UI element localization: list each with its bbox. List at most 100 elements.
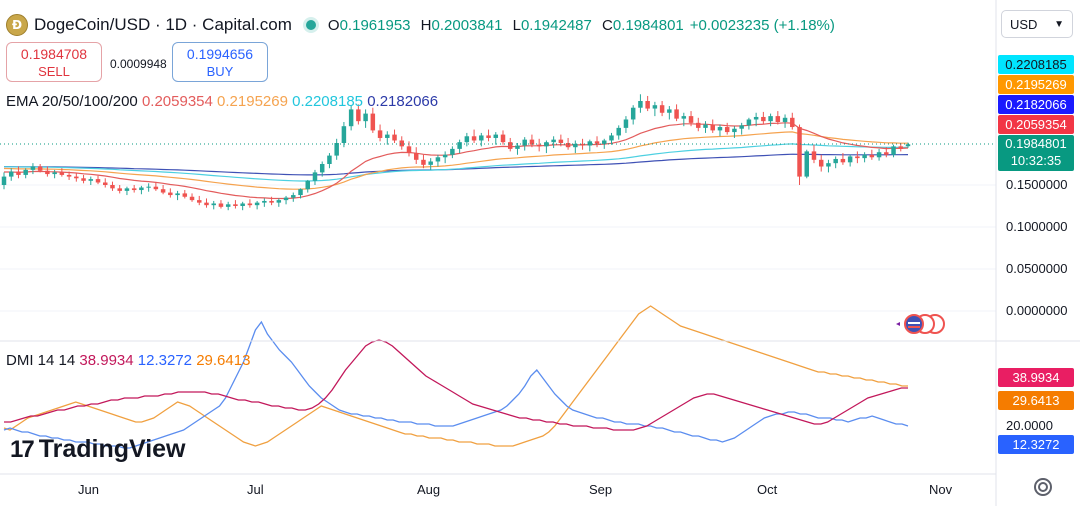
candle (840, 153, 846, 165)
candle (327, 153, 332, 169)
price-tick-2: 0.1000000 (1006, 219, 1068, 234)
candle-body (667, 109, 672, 113)
month-label-oct: Oct (757, 482, 778, 497)
candle (16, 166, 21, 179)
candle-body (399, 140, 405, 147)
plus-di-line (3, 320, 909, 449)
candle (197, 195, 202, 206)
candle (66, 171, 72, 180)
ema-legend-name: EMA 20/50/100/200 (6, 93, 138, 110)
month-label-aug: Aug (417, 482, 441, 497)
candle-body (305, 180, 310, 190)
candle-body (493, 134, 499, 138)
tradingview-logo[interactable]: 17 TradingView (10, 435, 186, 464)
candle (276, 198, 282, 207)
price-tick-4: 0.0000000 (1006, 303, 1068, 318)
candle (204, 198, 209, 208)
candle (645, 95, 650, 112)
candle-body (298, 189, 303, 196)
candle-body (442, 154, 448, 158)
dmi-tick-20: 20.0000 (1006, 418, 1053, 433)
buy-button[interactable]: 0.1994656 BUY (172, 42, 268, 82)
candle (435, 154, 441, 167)
flag-badge-icon[interactable] (896, 314, 945, 334)
candle (659, 101, 665, 117)
candle-body (413, 153, 419, 160)
candle (247, 199, 253, 208)
candle-body (146, 186, 151, 188)
candle-body (182, 193, 188, 197)
candle (876, 148, 882, 161)
candle-body (507, 142, 513, 149)
candle (363, 109, 368, 128)
candle-body (732, 128, 737, 133)
candle-body (139, 187, 144, 191)
candle-body (587, 141, 593, 146)
candle-body (847, 156, 853, 163)
dmi-legend[interactable]: DMI 14 14 38.9934 12.3272 29.6413 (6, 352, 250, 369)
tradingview-mark-icon: 17 (10, 435, 35, 463)
candle-body (204, 202, 209, 206)
candle (594, 136, 600, 148)
candle (421, 154, 426, 169)
sell-price: 0.1984708 (20, 46, 88, 62)
close-value: 0.1984801 (612, 16, 684, 34)
adx-axis-label: 38.9934 (998, 368, 1074, 387)
buy-label: BUY (206, 64, 234, 79)
candle (283, 195, 289, 205)
candle-body (464, 136, 470, 143)
sell-button[interactable]: 0.1984708 SELL (6, 42, 102, 82)
candle-body (175, 193, 180, 196)
candle (1, 172, 7, 190)
candle-body (753, 116, 759, 120)
candle (486, 129, 491, 142)
candle-body (211, 203, 216, 206)
candle (457, 139, 462, 154)
ema-legend[interactable]: EMA 20/50/100/200 0.2059354 0.2195269 0.… (6, 93, 438, 110)
candle-body (1, 176, 7, 185)
settings-gear-icon[interactable] (1034, 478, 1052, 496)
candle (95, 175, 101, 185)
candle-body (233, 204, 238, 206)
candle (103, 178, 108, 188)
candle (464, 132, 470, 147)
candle-body (8, 171, 14, 177)
candle (131, 185, 137, 193)
candle (500, 130, 506, 145)
candle-body (377, 130, 383, 138)
currency-select[interactable]: USD ▼ (1001, 10, 1073, 38)
candle (211, 200, 216, 210)
candle-body (717, 127, 723, 131)
candle-body (674, 109, 679, 119)
dmi-layer (3, 305, 909, 449)
candle (262, 198, 267, 207)
candle-body (551, 139, 556, 143)
candle (240, 201, 245, 211)
candle-body (16, 171, 21, 175)
candle (507, 137, 513, 152)
candle-body (428, 161, 433, 165)
open-value: 0.1961953 (339, 16, 411, 34)
candle (674, 104, 679, 122)
candle (609, 132, 614, 145)
candle (790, 112, 795, 130)
high-label: H (420, 16, 432, 34)
symbol-title[interactable]: DogeCoin/USD · 1D · Capital.com (34, 15, 292, 34)
candle-body (269, 200, 274, 203)
candle-body (638, 101, 643, 108)
candle-body (652, 105, 658, 109)
dmi-legend-name: DMI 14 14 (6, 352, 76, 369)
close-label: C (602, 16, 613, 34)
candle-body (30, 166, 36, 170)
candle-body (775, 116, 781, 122)
candle (392, 129, 397, 143)
candle-body (811, 151, 817, 160)
ema100-axis-label: 0.2208185 (998, 55, 1074, 74)
candle (847, 154, 853, 167)
candle-body (869, 154, 875, 158)
ema100-value: 0.2208185 (292, 93, 364, 110)
candle-body (312, 172, 318, 181)
candle (638, 94, 643, 113)
candle-body (905, 144, 911, 147)
